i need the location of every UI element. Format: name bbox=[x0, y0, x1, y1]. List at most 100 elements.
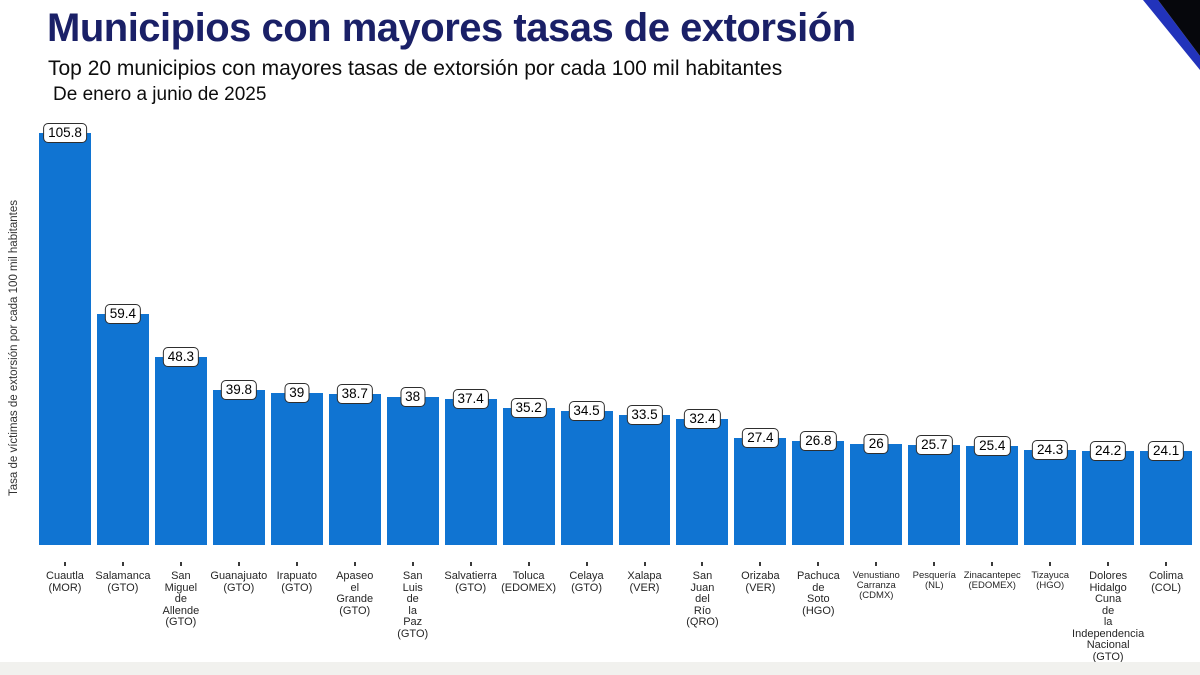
x-axis-cell: Venustiano Carranza (CDMX) bbox=[850, 562, 902, 667]
bar-value-label: 39.8 bbox=[220, 380, 257, 400]
x-tick-label: Apaseo el Grande (GTO) bbox=[336, 570, 374, 617]
x-axis-cell: Xalapa (VER) bbox=[619, 562, 671, 667]
axis-tick bbox=[121, 562, 124, 566]
x-axis-cell: Toluca (EDOMEX) bbox=[501, 562, 557, 667]
axis-tick bbox=[353, 562, 356, 566]
bar-slot: 27.4 bbox=[734, 131, 787, 545]
bar-slot: 26.8 bbox=[792, 131, 845, 545]
axis-tick bbox=[991, 562, 994, 566]
x-tick-label: Cuautla (MOR) bbox=[46, 570, 84, 594]
bar bbox=[560, 410, 613, 545]
x-axis-cell: San Juan del Río (QRO) bbox=[676, 562, 728, 667]
bar bbox=[154, 356, 207, 545]
bar-value-label: 38 bbox=[400, 387, 426, 407]
x-tick-label: Tizayuca (HGO) bbox=[1031, 570, 1070, 591]
x-tick-label: Venustiano Carranza (CDMX) bbox=[852, 570, 900, 601]
bar-value-label: 34.5 bbox=[568, 400, 605, 421]
x-axis-cell: Cuautla (MOR) bbox=[39, 562, 91, 667]
axis-tick bbox=[817, 562, 820, 566]
axis-tick bbox=[759, 562, 762, 566]
axis-tick bbox=[1049, 562, 1052, 566]
axis-tick bbox=[411, 562, 414, 566]
bar-value-label: 26.8 bbox=[800, 430, 837, 451]
bar bbox=[850, 443, 903, 545]
bar-slot: 48.3 bbox=[154, 131, 207, 545]
chart-subtitle: Top 20 municipios con mayores tasas de e… bbox=[48, 57, 783, 80]
axis-tick bbox=[585, 562, 588, 566]
bar bbox=[212, 390, 265, 545]
x-axis-cell: Colima (COL) bbox=[1140, 562, 1192, 667]
x-axis-cell: Apaseo el Grande (GTO) bbox=[329, 562, 381, 667]
bar-value-label: 39 bbox=[284, 383, 310, 404]
x-tick-label: Dolores Hidalgo Cuna de la Independencia… bbox=[1072, 570, 1145, 663]
bar bbox=[39, 133, 91, 545]
bar-slot: 39.8 bbox=[212, 131, 265, 545]
bar-slot: 37.4 bbox=[444, 131, 497, 545]
x-axis-cell: Salvatierra (GTO) bbox=[444, 562, 497, 667]
axis-tick bbox=[295, 562, 298, 566]
bar bbox=[1024, 450, 1077, 545]
x-axis-cell: Salamanca (GTO) bbox=[95, 562, 151, 667]
x-axis-cell: San Luis de la Paz (GTO) bbox=[387, 562, 439, 667]
bar-slot: 32.4 bbox=[676, 131, 729, 545]
corner-blue-stripe bbox=[1143, 0, 1200, 70]
bar bbox=[618, 414, 671, 545]
bar-slot: 34.5 bbox=[560, 131, 613, 545]
bar-value-label: 32.4 bbox=[684, 408, 721, 429]
bar bbox=[444, 399, 497, 545]
y-axis-label: Tasa de víctimas de extorsión por cada 1… bbox=[8, 200, 20, 496]
bar-slot: 38.7 bbox=[328, 131, 381, 545]
axis-tick bbox=[179, 562, 182, 566]
bar bbox=[734, 438, 787, 545]
x-tick-label: Salvatierra (GTO) bbox=[444, 570, 497, 594]
x-axis: Cuautla (MOR) Salamanca (GTO) San Miguel d… bbox=[39, 562, 1192, 667]
axis-tick bbox=[1107, 562, 1110, 566]
bar-value-label: 38.7 bbox=[336, 384, 373, 405]
x-tick-label: Toluca (EDOMEX) bbox=[501, 570, 557, 594]
bar bbox=[792, 440, 845, 545]
axis-tick bbox=[933, 562, 936, 566]
bar-value-label: 27.4 bbox=[742, 428, 779, 449]
x-tick-label: Guanajuato (GTO) bbox=[210, 570, 268, 594]
bar-slot: 24.2 bbox=[1082, 131, 1135, 545]
bottom-strip bbox=[0, 662, 1200, 675]
bar bbox=[1140, 451, 1193, 545]
x-axis-cell: Pesquería (NL) bbox=[908, 562, 960, 667]
x-tick-label: San Luis de la Paz (GTO) bbox=[397, 570, 429, 640]
bar-value-label: 25.7 bbox=[916, 434, 953, 455]
x-tick-label: Zinacantepec (EDOMEX) bbox=[963, 570, 1021, 591]
bar-chart: 105.8 59.4 48.3 39.8 39 38.7 38 37.4 35.2 34.5 33.… bbox=[39, 123, 1193, 545]
x-axis-cell: San Miguel de Allende (GTO) bbox=[155, 562, 207, 667]
x-tick-label: San Juan del Río (QRO) bbox=[686, 570, 719, 628]
bar-value-label: 59.4 bbox=[104, 303, 142, 324]
bar-value-label: 105.8 bbox=[43, 123, 87, 143]
x-axis-cell: Dolores Hidalgo Cuna de la Independencia… bbox=[1072, 562, 1144, 667]
bar bbox=[96, 313, 149, 545]
bar-slot: 35.2 bbox=[502, 131, 555, 545]
bar-value-label: 24.3 bbox=[1032, 440, 1069, 461]
bar bbox=[502, 407, 555, 545]
x-tick-label: Salamanca (GTO) bbox=[95, 570, 151, 594]
corner-decoration bbox=[1143, 0, 1200, 70]
bar bbox=[676, 418, 729, 545]
bar-value-label: 35.2 bbox=[510, 397, 547, 418]
chart-title: Municipios con mayores tasas de extorsió… bbox=[47, 6, 856, 50]
axis-tick bbox=[469, 562, 472, 566]
x-tick-label: Pesquería (NL) bbox=[912, 570, 956, 591]
bar-value-label: 24.2 bbox=[1089, 440, 1127, 461]
x-tick-label: Pachuca de Soto (HGO) bbox=[796, 570, 840, 617]
bar-slot: 26 bbox=[850, 131, 903, 545]
x-axis-cell: Orizaba (VER) bbox=[734, 562, 786, 667]
bar bbox=[328, 394, 381, 545]
bar-slot: 24.3 bbox=[1024, 131, 1077, 545]
axis-tick bbox=[237, 562, 240, 566]
axis-tick bbox=[527, 562, 530, 566]
bar-slot: 24.1 bbox=[1140, 131, 1193, 545]
axis-tick bbox=[643, 562, 646, 566]
x-axis-cell: Irapuato (GTO) bbox=[271, 562, 323, 667]
x-tick-label: San Miguel de Allende (GTO) bbox=[162, 570, 200, 628]
bar-slot: 25.4 bbox=[966, 131, 1019, 545]
x-tick-label: Xalapa (VER) bbox=[627, 570, 662, 594]
x-axis-cell: Celaya (GTO) bbox=[561, 562, 613, 667]
